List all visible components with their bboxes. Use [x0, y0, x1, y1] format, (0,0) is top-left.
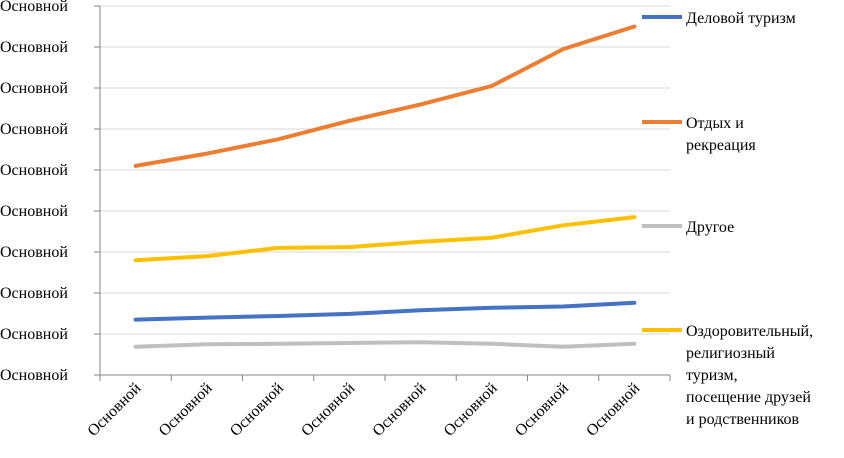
series-line-3 — [133, 215, 637, 263]
legend-label: рекреация — [686, 137, 756, 154]
y-tick-label: Основной — [0, 121, 68, 138]
series-line-1 — [133, 24, 637, 168]
legend-label: Оздоровительный, — [686, 323, 813, 340]
y-tick-label: Основной — [0, 326, 68, 343]
legend: Деловой туризм Отдых и рекреация Другое Оздо… — [642, 10, 813, 428]
x-tick-label: Основной — [369, 380, 429, 440]
x-tick-label: Основной — [512, 380, 572, 440]
y-tick-label: Основной — [0, 285, 68, 302]
x-tick-label: Основной — [583, 380, 643, 440]
series-line-2 — [133, 340, 637, 349]
series-lines — [133, 24, 637, 349]
x-tick-label: Основной — [298, 380, 358, 440]
legend-label: туризм, — [686, 367, 738, 384]
legend-label: Деловой туризм — [686, 10, 796, 27]
legend-label: Отдых и — [686, 115, 744, 132]
x-tick-label: Основной — [227, 380, 287, 440]
axes — [94, 5, 671, 381]
x-axis-tick-labels: Основной Основной Основной Основной Основной… — [84, 380, 643, 440]
legend-label: Другое — [686, 219, 734, 236]
y-tick-label: Основной — [0, 367, 68, 384]
gridlines — [100, 5, 670, 335]
y-tick-label: Основной — [0, 39, 68, 56]
legend-label: религиозный — [686, 345, 775, 362]
y-tick-label: Основной — [0, 162, 68, 179]
y-axis-tick-labels: Основной Основной Основной Основной Основной… — [0, 0, 68, 384]
legend-label: посещение друзей — [686, 389, 811, 406]
y-tick-label: Основной — [0, 244, 68, 261]
x-tick-label: Основной — [441, 380, 501, 440]
series-line-0 — [133, 300, 637, 322]
x-tick-label: Основной — [84, 380, 144, 440]
x-tick-label: Основной — [156, 380, 216, 440]
y-tick-label: Основной — [0, 0, 68, 15]
y-tick-label: Основной — [0, 203, 68, 220]
legend-label: и родственников — [686, 411, 800, 428]
y-tick-label: Основной — [0, 80, 68, 97]
